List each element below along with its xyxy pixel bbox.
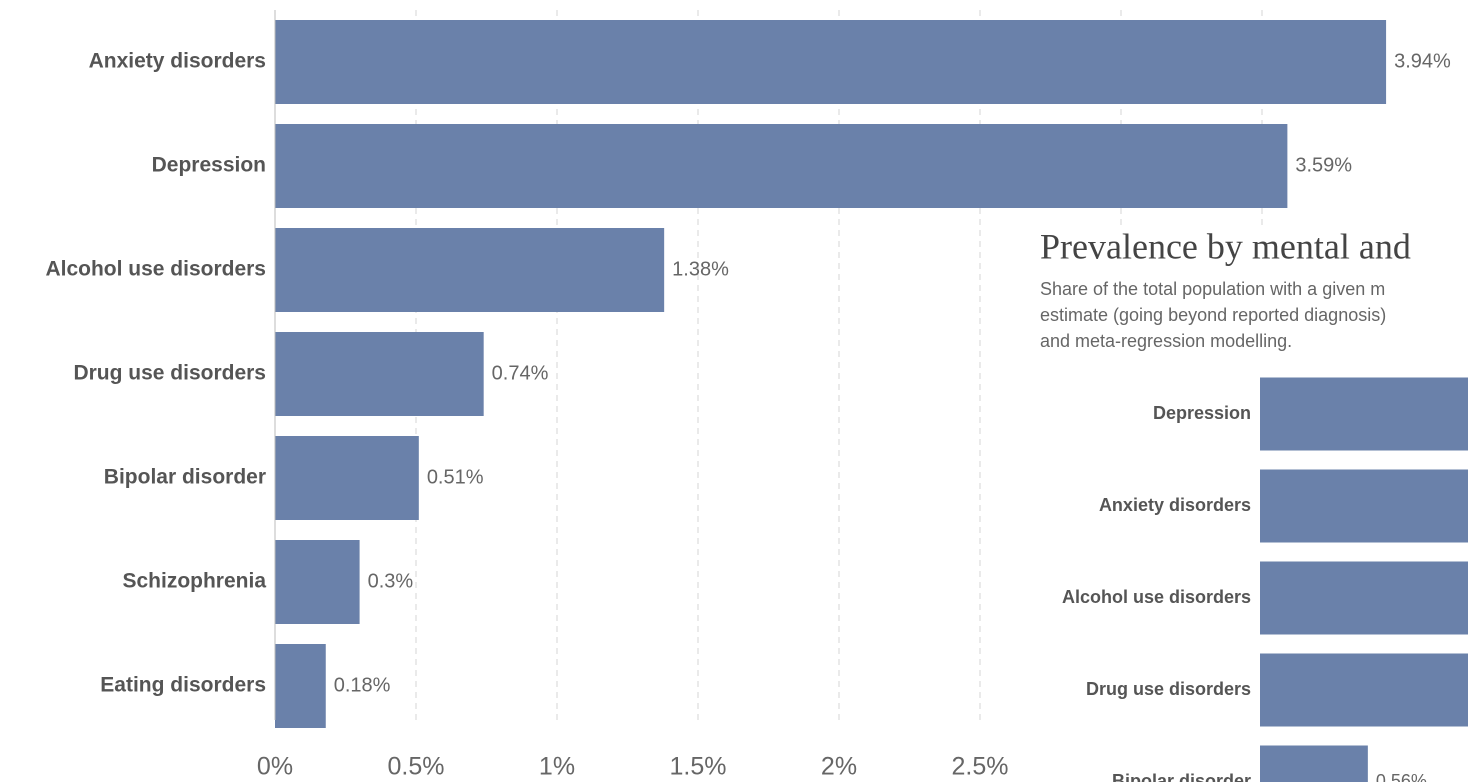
bar <box>275 332 484 416</box>
bar <box>275 436 419 520</box>
value-label: 0.56% <box>1376 771 1427 782</box>
overlay-title: Prevalence by mental and <box>1040 226 1411 266</box>
value-label: 0.18% <box>334 674 391 696</box>
category-label: Bipolar disorder <box>1112 771 1251 782</box>
category-label: Alcohol use disorders <box>45 258 266 281</box>
bar <box>275 228 665 312</box>
bar <box>1260 745 1368 782</box>
value-label: 1.38% <box>672 258 729 280</box>
overlay-subtitle: estimate (going beyond reported diagnosi… <box>1040 305 1386 325</box>
category-label: Drug use disorders <box>73 362 266 385</box>
bar <box>1260 377 1468 451</box>
value-label: 0.74% <box>492 362 549 384</box>
x-tick-label: 0.5% <box>388 753 445 781</box>
overlay-subtitle: and meta-regression modelling. <box>1040 331 1292 351</box>
category-label: Drug use disorders <box>1086 679 1251 699</box>
x-tick-label: 0% <box>257 753 293 781</box>
bar <box>275 540 360 624</box>
bar <box>275 20 1387 104</box>
x-tick-label: 2.5% <box>952 753 1009 781</box>
x-tick-label: 1.5% <box>670 753 727 781</box>
x-tick-label: 1% <box>539 753 575 781</box>
overlay-subtitle: Share of the total population with a giv… <box>1040 279 1385 299</box>
category-label: Depression <box>152 154 266 177</box>
value-label: 3.59% <box>1295 154 1352 176</box>
bar <box>1260 561 1468 635</box>
bar <box>1260 469 1468 543</box>
bar <box>275 644 326 728</box>
bar <box>1260 653 1468 727</box>
value-label: 3.94% <box>1394 50 1451 72</box>
x-tick-label: 2% <box>821 753 857 781</box>
category-label: Alcohol use disorders <box>1062 587 1251 607</box>
category-label: Anxiety disorders <box>1099 495 1251 515</box>
chart-group: Depression Anxiety disorders Alcohol use d… <box>1062 377 1468 782</box>
category-label: Schizophrenia <box>122 570 266 593</box>
category-label: Bipolar disorder <box>104 466 266 489</box>
value-label: 0.3% <box>368 570 414 592</box>
bar <box>275 124 1288 208</box>
value-label: 0.51% <box>427 466 484 488</box>
category-label: Eating disorders <box>100 674 266 697</box>
category-label: Depression <box>1153 403 1251 423</box>
category-label: Anxiety disorders <box>89 50 266 73</box>
